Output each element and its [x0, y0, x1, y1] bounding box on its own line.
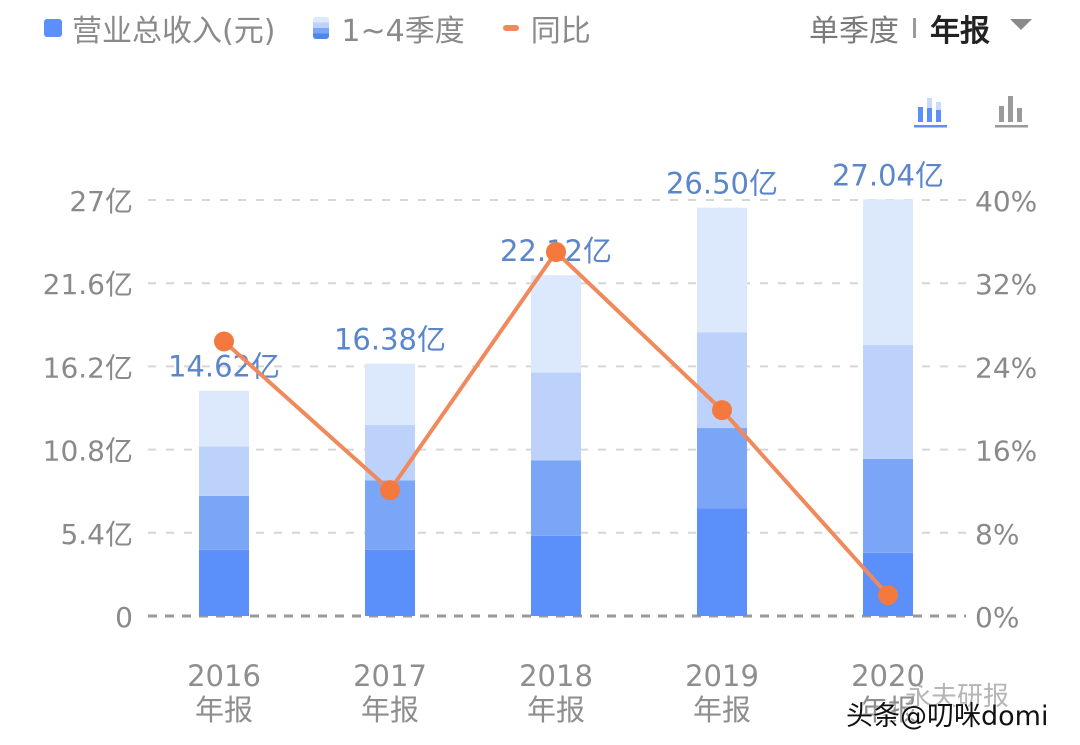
left-y-axis: 0 5.4亿 10.8亿 16.2亿 21.6亿 27亿: [43, 185, 133, 634]
chevron-down-icon[interactable]: [1010, 18, 1032, 30]
bar-segment-q3: [199, 446, 249, 496]
bar-segment-q1: [199, 549, 249, 616]
watermark-secondary: 永夫研报: [905, 682, 1010, 712]
stacked-bar-view-button[interactable]: [912, 94, 948, 128]
x-tick-year: 2019: [685, 659, 759, 693]
x-tick-year: 2018: [519, 659, 593, 693]
bar-total-label: 14.62亿: [168, 350, 280, 384]
bar-segment-q4: [531, 275, 581, 373]
bar-segment-q3: [531, 372, 581, 461]
right-y-axis: 0% 8% 16% 24% 32% 40%: [975, 185, 1037, 634]
bar-segment-q1: [365, 549, 415, 616]
legend-item-revenue[interactable]: 营业总收入(元): [44, 6, 275, 50]
bar-segment-q4: [199, 390, 249, 447]
bar-segment-q1: [531, 535, 581, 616]
y-tick-label: 5.4亿: [60, 518, 133, 551]
y2-tick-label: 24%: [975, 351, 1037, 384]
legend-swatch-yoy: [502, 25, 519, 31]
legend-swatch-quarters: [313, 17, 330, 39]
legend-item-yoy[interactable]: 同比: [502, 6, 591, 50]
x-tick-suffix: 年报: [693, 693, 751, 727]
bar-total-label: 16.38亿: [334, 323, 446, 357]
yoy-data-point: [546, 242, 566, 262]
bar-total-label: 27.04亿: [832, 158, 944, 192]
x-tick-suffix: 年报: [195, 693, 253, 727]
legend-label-revenue: 营业总收入(元): [72, 14, 276, 49]
x-tick-suffix: 年报: [527, 693, 585, 727]
y-tick-label: 21.6亿: [43, 268, 133, 301]
watermark-primary: 头条@叨咪domi: [846, 701, 1049, 732]
y-tick-label: 16.2亿: [43, 351, 133, 384]
bar-segment-q3: [365, 424, 415, 481]
bar-segment-q4: [863, 199, 913, 345]
y2-tick-label: 32%: [975, 268, 1037, 301]
chart-legend: 营业总收入(元) 1~4季度 同比: [44, 6, 629, 50]
yoy-data-point: [878, 585, 898, 606]
legend-label-yoy: 同比: [530, 14, 591, 49]
y-tick-label: 10.8亿: [43, 435, 133, 468]
y-tick-label: 27亿: [69, 185, 133, 218]
x-tick-year: 2016: [187, 659, 261, 693]
legend-swatch-revenue: [44, 19, 62, 37]
x-tick-year: 2017: [353, 659, 427, 693]
period-divider: [913, 18, 916, 38]
bar-view-button[interactable]: [994, 94, 1030, 128]
bar-segment-q1: [863, 552, 913, 616]
x-tick-suffix: 年报: [859, 693, 917, 727]
stacked-bars: [199, 199, 913, 616]
bar-segment-q3: [863, 344, 913, 459]
y2-tick-label: 8%: [975, 518, 1019, 551]
y2-tick-label: 40%: [975, 185, 1037, 218]
y-tick-label: 0: [115, 601, 133, 634]
period-toggle: 单季度 年报: [809, 6, 1032, 50]
bar-segment-q4: [365, 363, 415, 425]
bar-segment-q2: [697, 428, 747, 509]
x-tick-suffix: 年报: [361, 693, 419, 727]
bar-total-label: 26.50亿: [666, 167, 778, 201]
yoy-line: [214, 242, 898, 606]
x-tick-year: 2020: [851, 659, 925, 693]
yoy-data-point: [712, 400, 732, 421]
bar-segment-q1: [697, 508, 747, 616]
y2-tick-label: 0%: [975, 601, 1019, 634]
bar-segment-q2: [199, 495, 249, 550]
period-option-annual[interactable]: 年报: [930, 14, 990, 49]
bar-segment-q2: [531, 460, 581, 536]
y2-tick-label: 16%: [975, 435, 1037, 468]
legend-label-quarters: 1~4季度: [341, 14, 465, 49]
yoy-data-point: [380, 480, 400, 501]
period-option-quarterly[interactable]: 单季度: [809, 14, 899, 49]
stacked-bar-chart-icon: [914, 98, 947, 128]
bar-chart-icon: [995, 96, 1028, 128]
legend-item-quarters[interactable]: 1~4季度: [313, 6, 465, 50]
bar-segment-q4: [697, 207, 747, 333]
yoy-data-point: [214, 331, 234, 352]
bar-segment-q2: [863, 458, 913, 553]
